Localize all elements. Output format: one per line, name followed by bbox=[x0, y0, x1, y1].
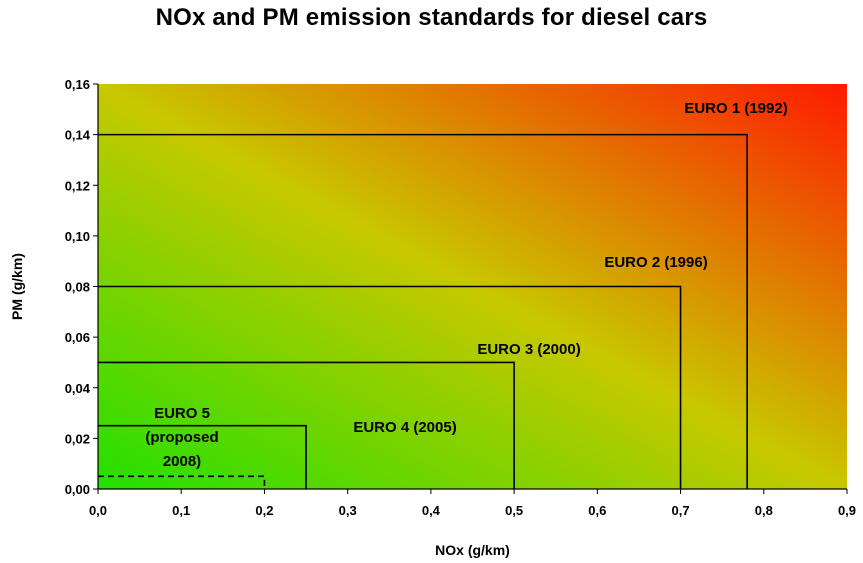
x-axis-ticks: 0,0 0,1 0,2 0,3 0,4 0,5 0,6 0,7 0,8 0,9 bbox=[89, 489, 856, 518]
x-tick-label: 0,2 bbox=[255, 503, 273, 518]
y-tick-label: 0,02 bbox=[65, 431, 90, 446]
y-tick-label: 0,04 bbox=[65, 381, 91, 396]
y-tick-label: 0,06 bbox=[65, 330, 90, 345]
x-tick-label: 0,8 bbox=[755, 503, 773, 518]
x-tick-label: 0,3 bbox=[339, 503, 357, 518]
x-tick-label: 0,7 bbox=[672, 503, 690, 518]
label-euro-5-line1: EURO 5 bbox=[154, 405, 210, 422]
chart-title: NOx and PM emission standards for diesel… bbox=[155, 4, 708, 31]
label-euro-5-line2: (proposed bbox=[145, 429, 218, 446]
limit-box-1 bbox=[98, 133, 748, 489]
x-tick-label: 0,4 bbox=[422, 503, 441, 518]
limit-box-3 bbox=[98, 361, 515, 489]
x-tick-label: 0,6 bbox=[588, 503, 606, 518]
y-tick-label: 0,10 bbox=[65, 229, 90, 244]
y-tick-label: 0,16 bbox=[65, 77, 90, 92]
label-euro-1: EURO 1 (1992) bbox=[684, 100, 787, 117]
emission-limit-boxes bbox=[98, 133, 748, 489]
x-tick-label: 0,5 bbox=[505, 503, 523, 518]
label-euro-3: EURO 3 (2000) bbox=[477, 341, 580, 358]
y-tick-label: 0,08 bbox=[65, 280, 90, 295]
limit-box-5 bbox=[98, 475, 266, 489]
label-euro-5-line3: 2008) bbox=[163, 453, 201, 470]
x-tick-label: 0,9 bbox=[838, 503, 856, 518]
y-tick-label: 0,14 bbox=[65, 128, 91, 143]
limit-box-4 bbox=[98, 424, 307, 489]
x-axis-title: NOx (g/km) bbox=[435, 542, 510, 558]
label-euro-4: EURO 4 (2005) bbox=[353, 419, 456, 436]
y-tick-label: 0,12 bbox=[65, 178, 90, 193]
label-euro-2: EURO 2 (1996) bbox=[604, 254, 707, 271]
y-axis-title: PM (g/km) bbox=[9, 253, 25, 320]
y-tick-label: 0,00 bbox=[65, 482, 90, 497]
y-axis-ticks: 0,00 0,02 0,04 0,06 0,08 0,10 0,12 0,14 0,16 bbox=[65, 77, 98, 497]
x-tick-label: 0,0 bbox=[89, 503, 107, 518]
limit-box-2 bbox=[98, 285, 682, 489]
x-tick-label: 0,1 bbox=[172, 503, 190, 518]
